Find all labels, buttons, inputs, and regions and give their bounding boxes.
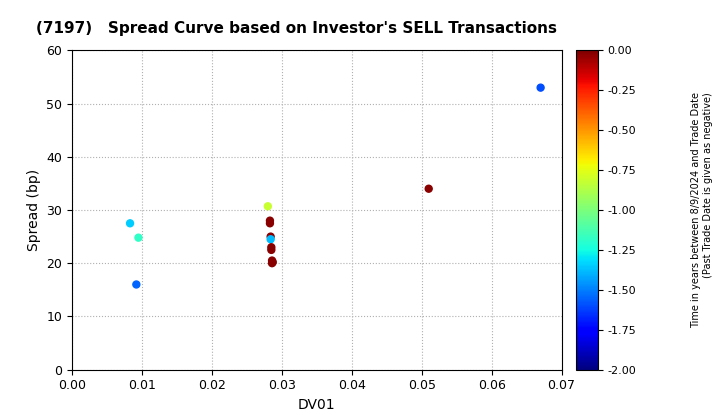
Point: [266, 247, 277, 253]
Text: Time in years between 8/9/2024 and Trade Date
(Past Trade Date is given as negat: Time in years between 8/9/2024 and Trade…: [691, 92, 713, 328]
Text: (7197)   Spread Curve based on Investor's SELL Transactions: (7197) Spread Curve based on Investor's …: [36, 21, 557, 36]
Point: [423, 185, 434, 192]
Point: [132, 234, 144, 241]
Y-axis label: Spread (bp): Spread (bp): [27, 169, 41, 251]
Point: [266, 244, 277, 251]
X-axis label: DV01: DV01: [298, 398, 336, 412]
Point: [130, 281, 142, 288]
Point: [265, 233, 276, 240]
Point: [264, 217, 276, 224]
Point: [265, 236, 276, 243]
Point: [266, 257, 278, 264]
Point: [262, 203, 274, 210]
Point: [264, 220, 276, 227]
Point: [125, 220, 136, 227]
Point: [267, 259, 279, 265]
Point: [266, 260, 278, 267]
Point: [535, 84, 546, 91]
